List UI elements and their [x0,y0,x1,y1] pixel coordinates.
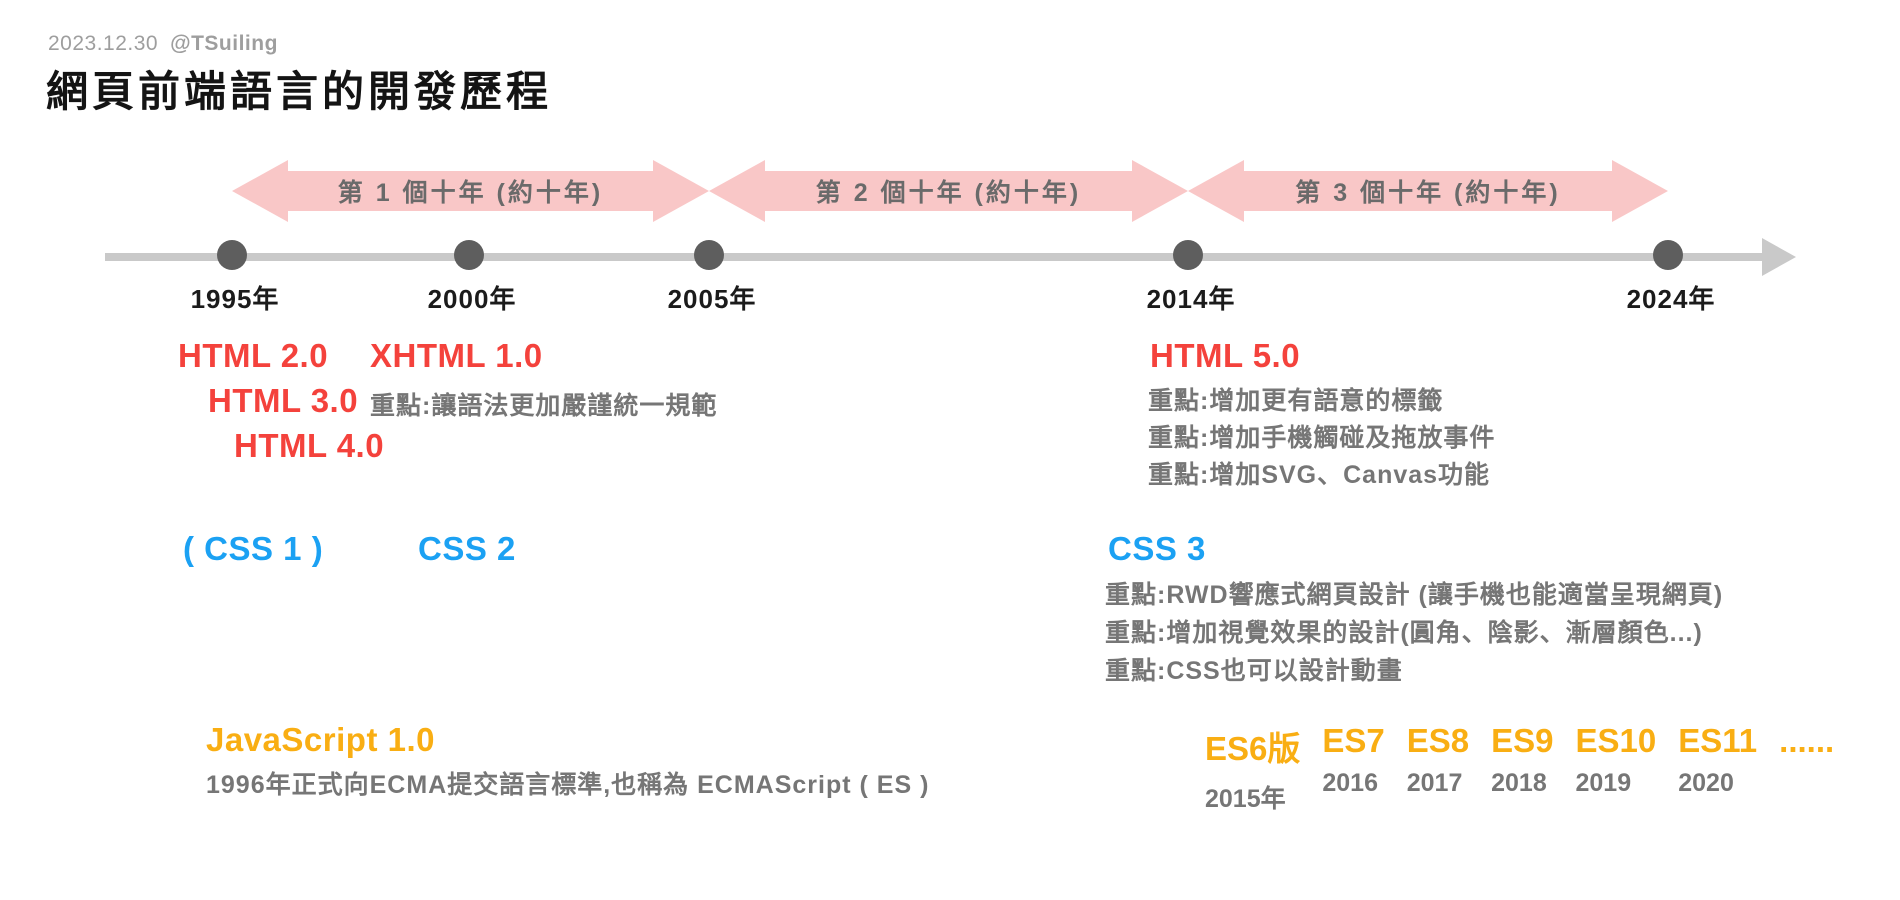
es11-year: 2020 [1678,769,1734,797]
es11-label: ES11 [1678,722,1758,759]
timeline-dot-1995 [217,240,247,270]
es6-label: ES6版 [1205,730,1301,767]
es-column-es9: ES9 2018 [1491,722,1553,798]
html5-note-2: 重點:增加手機觸碰及拖放事件 [1148,424,1496,452]
javascript-note: 1996年正式向ECMA提交語言標準,也稱為 ECMAScript ( ES ) [206,771,930,799]
javascript-heading: JavaScript 1.0 [206,721,435,758]
decade-arrow-2-label: 第 2 個十年 (約十年) [815,179,1082,207]
css3-note-3: 重點:CSS也可以設計動畫 [1105,657,1403,685]
es9-label: ES9 [1491,722,1554,759]
timeline-dot-2014 [1173,240,1203,270]
es-column-es7: ES7 2016 [1322,722,1384,798]
es8-label: ES8 [1406,722,1470,759]
arrow-band [286,171,655,211]
html5-notes: 重點:增加更有語意的標籤 重點:增加手機觸碰及拖放事件 重點:增加SVG、Can… [1148,383,1495,494]
es-column-es10: ES10 2019 [1576,722,1657,798]
timeline-dot-2005 [694,240,724,270]
html5-heading: HTML 5.0 [1150,337,1301,374]
es-column-es11: ES11 2020 [1678,722,1757,798]
decade-arrow-2: 第 2 個十年 (約十年) [709,160,1188,222]
xhtml-heading: XHTML 1.0 [370,337,543,374]
es10-label: ES10 [1575,722,1657,759]
decade-arrow-1: 第 1 個十年 (約十年) [232,160,709,222]
html5-note-3: 重點:增加SVG、Canvas功能 [1148,461,1491,489]
css3-note-2: 重點:增加視覺效果的設計(圓角、陰影、漸層顏色...) [1105,619,1703,647]
es-versions-row: ES6版 2015年 ES7 2016 ES8 2017 ES9 2018 ES… [1205,722,1834,815]
es-more-label: ...... [1779,722,1835,759]
css2-heading: CSS 2 [418,530,516,567]
arrow-left-head-icon [1188,160,1244,222]
css3-note-1: 重點:RWD響應式網頁設計 (讓手機也能適當呈現網頁) [1105,581,1724,609]
xhtml-note: 重點:讓語法更加嚴謹統一規範 [370,392,718,420]
es9-year: 2018 [1491,769,1547,797]
decade-arrow-3: 第 3 個十年 (約十年) [1188,160,1668,222]
es10-year: 2019 [1575,769,1632,797]
html2-heading: HTML 2.0 [178,337,329,374]
author-handle: @TSuiling [170,32,278,55]
milestone-label-2024: 2024年 [1626,284,1716,314]
es7-year: 2016 [1322,769,1378,797]
date-text: 2023.12.30 [48,32,159,55]
es-column-more: ...... [1779,722,1834,769]
arrow-left-head-icon [709,160,765,222]
decade-arrow-1-label: 第 1 個十年 (約十年) [337,179,604,207]
html3-heading: HTML 3.0 [208,382,359,419]
slide-meta: 2023.12.30 @TSuiling [48,32,278,56]
arrow-band [1242,171,1614,211]
html5-note-1: 重點:增加更有語意的標籤 [1148,387,1444,415]
decade-arrow-3-label: 第 3 個十年 (約十年) [1295,179,1561,207]
milestone-label-1995: 1995年 [190,284,280,314]
milestone-label-2005: 2005年 [667,284,757,314]
milestone-label-2000: 2000年 [427,284,517,314]
es-column-es8: ES8 2017 [1407,722,1469,798]
css3-notes: 重點:RWD響應式網頁設計 (讓手機也能適當呈現網頁) 重點:增加視覺效果的設計… [1105,576,1723,690]
timeline-axis [105,253,1765,261]
timeline-dot-2024 [1653,240,1683,270]
css3-heading: CSS 3 [1108,530,1206,567]
arrow-right-head-icon [1612,160,1668,222]
arrow-right-head-icon [1132,160,1188,222]
html4-heading: HTML 4.0 [234,427,385,464]
timeline-dot-2000 [454,240,484,270]
arrow-right-head-icon [653,160,709,222]
es7-label: ES7 [1322,722,1385,759]
es-column-es6: ES6版 2015年 [1205,722,1300,815]
page-title: 網頁前端語言的開發歷程 [46,68,553,115]
arrow-band [763,171,1134,211]
arrow-left-head-icon [232,160,288,222]
es6-year: 2015年 [1205,785,1286,813]
es8-year: 2017 [1406,769,1463,797]
css1-heading: ( CSS 1 ) [183,530,324,567]
timeline-arrowhead-icon [1762,238,1796,276]
milestone-label-2014: 2014年 [1146,284,1236,314]
